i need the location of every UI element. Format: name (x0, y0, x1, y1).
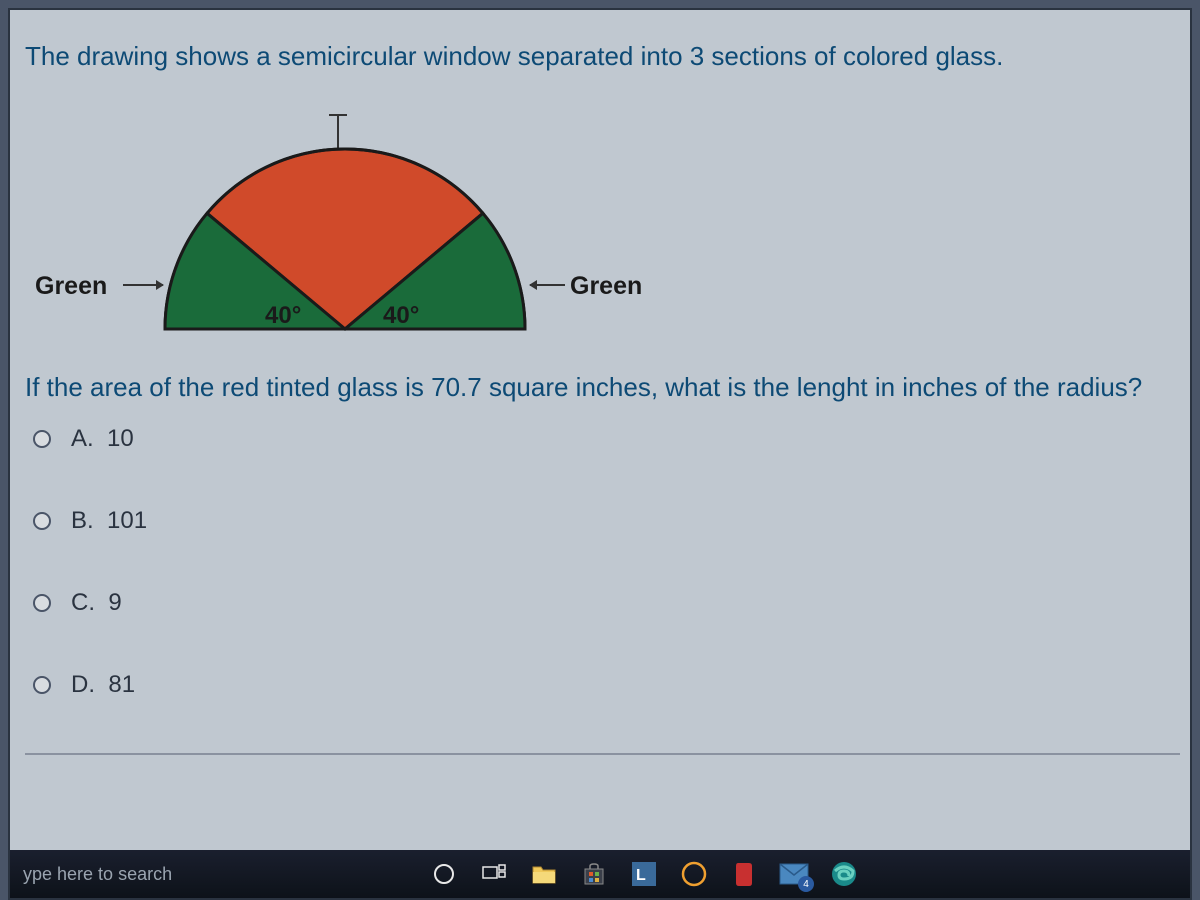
red-app-icon[interactable] (728, 858, 760, 890)
svg-text:L: L (636, 867, 646, 884)
option-a[interactable]: A. 10 (33, 425, 1180, 453)
option-a-letter: A. (71, 425, 94, 453)
app-l-icon[interactable]: L (628, 858, 660, 890)
circle-app-icon[interactable] (678, 858, 710, 890)
diagram-container: Red Green (35, 84, 1180, 344)
radio-d[interactable] (33, 676, 51, 694)
green-label-right: Green (570, 272, 642, 301)
taskbar: ype here to search L (10, 850, 1190, 898)
option-d-value: 81 (108, 671, 135, 699)
angle-label-left: 40° (265, 302, 301, 330)
option-d-letter: D. (71, 671, 95, 699)
option-c-value: 9 (108, 589, 121, 617)
angle-label-right: 40° (383, 302, 419, 330)
option-b[interactable]: B. 101 (33, 507, 1180, 535)
semicircle-diagram (160, 129, 530, 344)
question-panel: The drawing shows a semicircular window … (10, 10, 1190, 850)
radio-b[interactable] (33, 512, 51, 530)
radio-a[interactable] (33, 430, 51, 448)
mail-icon[interactable]: 4 (778, 858, 810, 890)
divider (25, 753, 1180, 755)
question-intro: The drawing shows a semicircular window … (25, 40, 1180, 74)
store-icon[interactable] (578, 858, 610, 890)
task-view-icon[interactable] (478, 858, 510, 890)
option-c[interactable]: C. 9 (33, 589, 1180, 617)
app-window: The drawing shows a semicircular window … (8, 8, 1192, 900)
option-d[interactable]: D. 81 (33, 671, 1180, 699)
file-explorer-icon[interactable] (528, 858, 560, 890)
arrow-right (530, 284, 565, 286)
taskbar-icon-tray: L 4 (428, 858, 860, 890)
edge-icon[interactable] (828, 858, 860, 890)
radio-c[interactable] (33, 594, 51, 612)
option-b-value: 101 (107, 507, 147, 535)
subquestion-text: If the area of the red tinted glass is 7… (25, 369, 1180, 405)
search-input[interactable]: ype here to search (18, 864, 218, 885)
option-b-letter: B. (71, 507, 94, 535)
arrow-left (123, 284, 163, 286)
green-label-left: Green (35, 272, 107, 301)
cortana-icon[interactable] (428, 858, 460, 890)
option-c-letter: C. (71, 589, 95, 617)
option-a-value: 10 (107, 425, 134, 453)
answer-options: A. 10 B. 101 C. 9 D. 81 (33, 425, 1180, 699)
mail-badge: 4 (798, 876, 814, 892)
